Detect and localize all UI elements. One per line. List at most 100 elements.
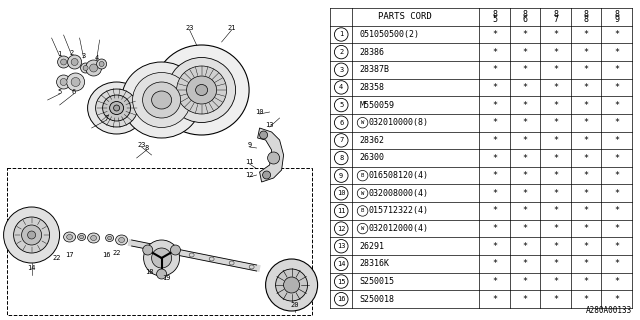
Text: *: * xyxy=(523,277,527,286)
Circle shape xyxy=(284,277,300,293)
Text: 032008000(4): 032008000(4) xyxy=(369,189,429,198)
Text: 8: 8 xyxy=(492,10,497,19)
Text: *: * xyxy=(584,65,589,74)
Text: *: * xyxy=(553,48,558,57)
Text: *: * xyxy=(523,30,527,39)
Ellipse shape xyxy=(154,45,249,135)
Text: *: * xyxy=(614,277,619,286)
Text: 8: 8 xyxy=(339,155,343,161)
Circle shape xyxy=(68,55,82,69)
Ellipse shape xyxy=(88,233,100,243)
Text: *: * xyxy=(584,118,589,127)
Text: *: * xyxy=(523,83,527,92)
Circle shape xyxy=(86,60,102,76)
Text: 3: 3 xyxy=(81,53,86,59)
Text: 3: 3 xyxy=(339,67,343,73)
Circle shape xyxy=(266,259,317,311)
Circle shape xyxy=(90,64,98,72)
Text: 14: 14 xyxy=(337,261,346,267)
Text: 7: 7 xyxy=(339,137,343,143)
Circle shape xyxy=(83,66,88,70)
Text: 8: 8 xyxy=(584,15,589,24)
Text: *: * xyxy=(553,224,558,233)
Text: *: * xyxy=(492,242,497,251)
Text: *: * xyxy=(492,295,497,304)
Ellipse shape xyxy=(187,76,216,104)
Text: 10: 10 xyxy=(337,190,346,196)
Text: 032012000(4): 032012000(4) xyxy=(369,224,429,233)
Text: *: * xyxy=(492,206,497,215)
Text: *: * xyxy=(553,260,558,268)
Text: 8: 8 xyxy=(614,10,619,19)
Circle shape xyxy=(56,75,70,89)
Text: 4: 4 xyxy=(339,84,343,91)
Ellipse shape xyxy=(67,235,72,239)
Text: *: * xyxy=(553,242,558,251)
Circle shape xyxy=(170,245,180,255)
Text: *: * xyxy=(614,83,619,92)
Circle shape xyxy=(143,245,153,255)
Text: 8: 8 xyxy=(145,145,148,151)
Text: 26291: 26291 xyxy=(360,242,385,251)
Text: 28358: 28358 xyxy=(360,83,385,92)
Text: 11: 11 xyxy=(245,159,254,165)
Text: *: * xyxy=(523,65,527,74)
Text: 28316K: 28316K xyxy=(360,260,390,268)
Text: *: * xyxy=(584,136,589,145)
Text: 26300: 26300 xyxy=(360,154,385,163)
Polygon shape xyxy=(257,128,284,182)
Text: *: * xyxy=(492,154,497,163)
Text: 28387B: 28387B xyxy=(360,65,390,74)
Text: *: * xyxy=(553,65,558,74)
Text: 22: 22 xyxy=(113,250,121,256)
Ellipse shape xyxy=(88,82,146,134)
Text: *: * xyxy=(523,100,527,109)
Text: *: * xyxy=(584,83,589,92)
Text: A280A00133: A280A00133 xyxy=(586,306,632,315)
Text: *: * xyxy=(523,242,527,251)
Text: *: * xyxy=(553,83,558,92)
Text: 015712322(4): 015712322(4) xyxy=(369,206,429,215)
Text: 13: 13 xyxy=(337,243,346,249)
Text: 18: 18 xyxy=(145,269,154,275)
Ellipse shape xyxy=(196,84,207,95)
Text: 5: 5 xyxy=(492,15,497,24)
Text: *: * xyxy=(584,242,589,251)
Text: *: * xyxy=(492,136,497,145)
Text: *: * xyxy=(614,65,619,74)
Circle shape xyxy=(276,269,308,301)
Text: 23: 23 xyxy=(186,25,194,31)
Text: W: W xyxy=(361,120,364,125)
Text: 6: 6 xyxy=(72,89,76,95)
Text: 7: 7 xyxy=(553,15,558,24)
Text: *: * xyxy=(553,277,558,286)
Ellipse shape xyxy=(91,236,97,241)
Text: *: * xyxy=(614,154,619,163)
Circle shape xyxy=(4,207,60,263)
Text: 7: 7 xyxy=(104,115,109,121)
Ellipse shape xyxy=(118,237,125,243)
Text: *: * xyxy=(553,118,558,127)
Text: 14: 14 xyxy=(28,265,36,271)
Text: B: B xyxy=(361,208,364,213)
Text: *: * xyxy=(614,30,619,39)
Ellipse shape xyxy=(102,95,131,121)
Circle shape xyxy=(99,61,104,67)
Text: S250018: S250018 xyxy=(360,295,394,304)
Text: *: * xyxy=(584,48,589,57)
Text: 5: 5 xyxy=(339,102,343,108)
Circle shape xyxy=(28,231,36,239)
Circle shape xyxy=(13,217,50,253)
Text: 2: 2 xyxy=(70,50,74,56)
Text: *: * xyxy=(584,154,589,163)
Text: *: * xyxy=(523,189,527,198)
Text: *: * xyxy=(614,189,619,198)
Circle shape xyxy=(60,78,67,85)
Text: *: * xyxy=(584,277,589,286)
Text: *: * xyxy=(492,100,497,109)
Text: 016508120(4): 016508120(4) xyxy=(369,171,429,180)
Text: *: * xyxy=(584,30,589,39)
Text: 8: 8 xyxy=(584,10,589,19)
Ellipse shape xyxy=(106,235,114,242)
Text: W: W xyxy=(361,226,364,231)
